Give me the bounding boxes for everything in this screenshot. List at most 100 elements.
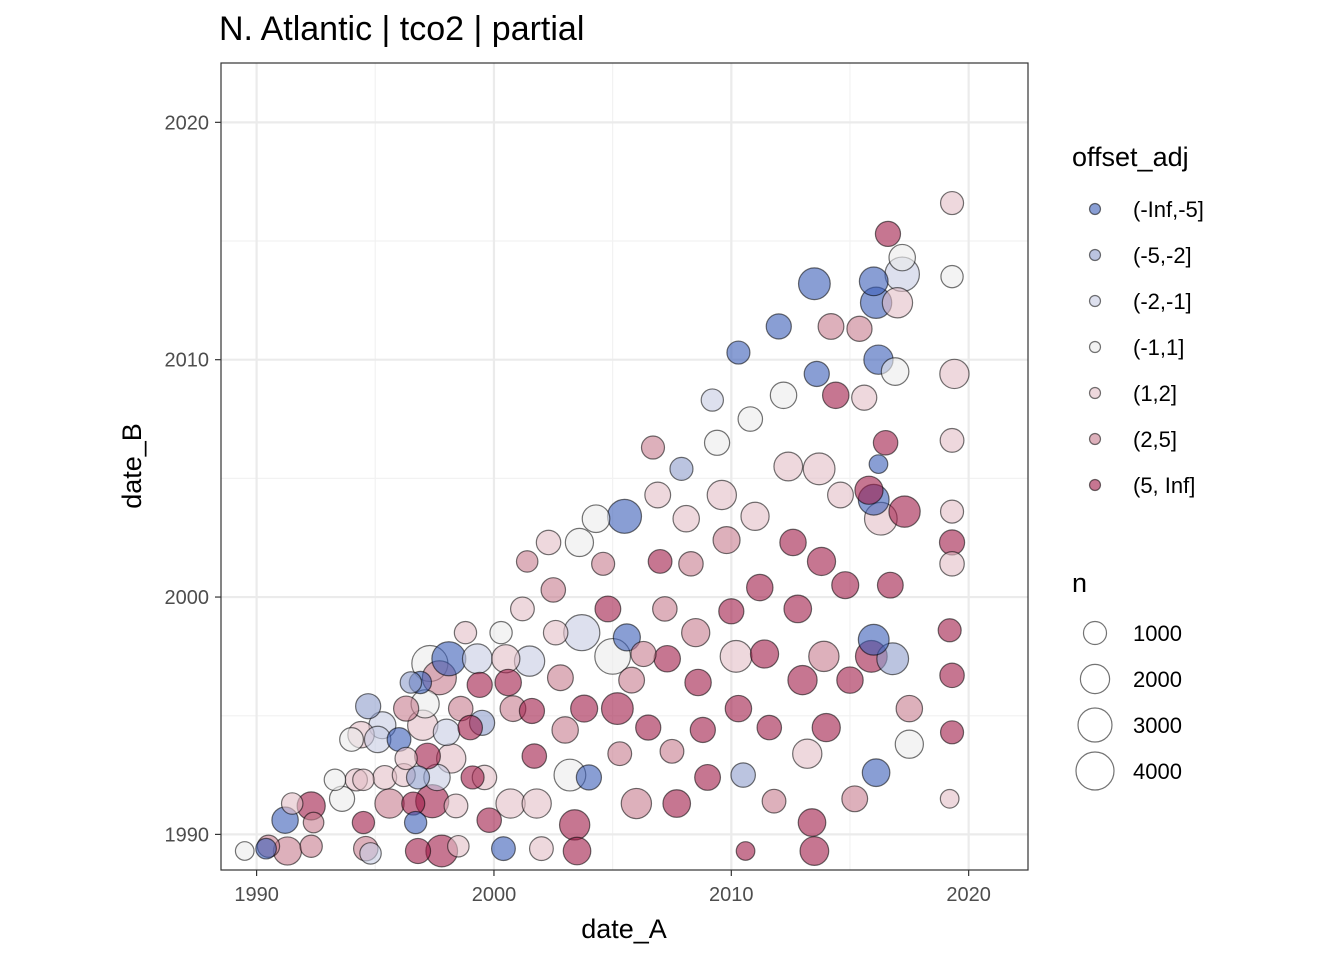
data-point — [299, 834, 323, 858]
data-point — [234, 841, 255, 861]
data-point — [880, 357, 910, 386]
data-point — [374, 788, 405, 819]
data-point — [681, 617, 711, 648]
data-point — [694, 763, 722, 791]
data-point — [521, 743, 548, 769]
data-point — [600, 692, 634, 726]
data-point — [735, 841, 756, 861]
size-legend-label: 3000 — [1133, 713, 1182, 738]
data-point — [706, 479, 738, 511]
color-legend-label: (-2,-1] — [1133, 289, 1192, 314]
data-point — [546, 664, 574, 692]
data-point — [570, 694, 599, 723]
data-point — [940, 264, 964, 289]
data-point — [746, 573, 774, 602]
data-point — [718, 598, 745, 625]
data-point — [518, 697, 546, 725]
data-point — [495, 788, 526, 819]
y-tick-label: 1990 — [165, 824, 210, 846]
color-legend-key — [1088, 432, 1102, 446]
color-legend-label: (-1,1] — [1133, 335, 1184, 360]
data-point — [630, 640, 657, 668]
axis-ticks: 1990 2000 2010 2020 1990 2000 2010 2020 — [165, 112, 991, 906]
data-point — [640, 435, 666, 460]
data-point — [490, 836, 516, 862]
x-tick-label: 1990 — [234, 884, 279, 906]
data-point — [684, 668, 712, 697]
data-point — [339, 726, 365, 752]
data-point — [817, 312, 845, 340]
data-point — [730, 762, 756, 788]
color-legend-key — [1088, 202, 1102, 216]
data-point — [803, 360, 830, 388]
data-point — [769, 381, 798, 410]
data-point — [939, 427, 965, 453]
data-point — [476, 807, 503, 833]
data-point — [618, 666, 646, 694]
data-point — [509, 596, 535, 622]
data-point — [712, 525, 741, 555]
data-point — [394, 746, 418, 771]
data-point — [787, 664, 818, 696]
data-point — [562, 836, 592, 866]
data-point — [652, 596, 678, 622]
data-point — [489, 620, 513, 645]
size-legend-key — [1075, 751, 1115, 791]
data-point — [606, 498, 643, 534]
data-point — [528, 836, 554, 862]
y-tick-label: 2010 — [165, 350, 210, 372]
data-point — [846, 315, 873, 342]
data-point — [302, 811, 325, 834]
size-legend-key — [1082, 620, 1108, 646]
color-legend-key — [1088, 340, 1102, 354]
data-point — [352, 768, 375, 792]
data-point — [806, 546, 837, 577]
color-legend-key — [1088, 248, 1102, 262]
data-point — [858, 266, 889, 297]
data-point — [726, 340, 751, 365]
color-legend-key — [1088, 294, 1102, 308]
data-point — [635, 714, 662, 741]
data-point — [662, 789, 692, 818]
data-point — [431, 641, 467, 677]
data-point — [414, 742, 441, 770]
data-point — [689, 716, 716, 744]
data-point — [280, 792, 304, 815]
size-legend-key — [1077, 707, 1113, 743]
data-point — [399, 671, 423, 694]
data-point — [854, 475, 884, 505]
data-point — [255, 837, 277, 860]
x-tick-label: 2020 — [946, 884, 991, 906]
data-point — [821, 381, 850, 410]
data-point — [895, 694, 924, 723]
data-point — [359, 842, 382, 865]
data-point — [737, 406, 764, 432]
data-point — [802, 452, 836, 486]
x-tick-label: 2010 — [709, 884, 754, 906]
size-legend-label: 1000 — [1133, 621, 1182, 646]
data-point — [405, 765, 431, 790]
data-point — [466, 671, 493, 699]
data-point — [644, 481, 672, 509]
color-legend-label: (-Inf,-5] — [1133, 197, 1204, 222]
size-legend-key — [1079, 663, 1111, 695]
data-point — [540, 577, 567, 603]
y-tick-label: 2000 — [165, 587, 210, 609]
grid-lines — [221, 63, 1028, 870]
data-point — [857, 623, 890, 656]
data-point — [792, 738, 823, 769]
data-point — [432, 718, 461, 747]
data-point — [460, 765, 485, 790]
data-point — [939, 550, 965, 577]
chart-title: N. Atlantic | tco2 | partial — [219, 10, 584, 48]
color-legend-key — [1088, 386, 1102, 400]
data-point — [799, 836, 830, 866]
data-point — [861, 758, 891, 788]
legend: offset_adj n (-Inf,-5] (-5,-2] (-2,-1] (-1,… — [1072, 142, 1204, 791]
data-point — [783, 594, 813, 624]
data-point — [939, 499, 965, 524]
data-point — [827, 481, 854, 509]
data-point — [563, 614, 601, 652]
data-point — [392, 695, 420, 722]
